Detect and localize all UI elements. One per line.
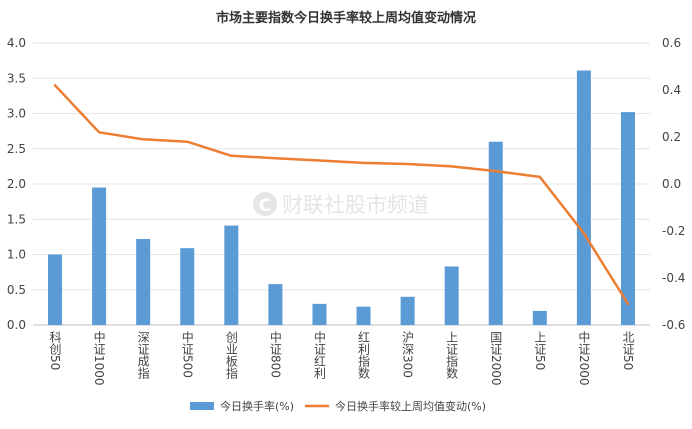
x-category-label: 中证2000 [577, 330, 591, 386]
bar [532, 310, 547, 325]
watermark-text: 财联社股市频道 [282, 193, 429, 217]
y-left-tick-label: 1.5 [7, 212, 26, 226]
line-path [53, 84, 630, 306]
x-category-label: 上证50 [533, 331, 547, 371]
x-category-label: 科创50 [48, 331, 62, 371]
y-axis-left: 0.0 0.5 1.0 1.5 2.0 2.5 3.0 3.5 4.0 [7, 36, 26, 332]
x-category-label: 深证成指 [136, 331, 150, 380]
y-right-tick-label: 0.0 [662, 177, 681, 191]
y-left-tick-label: 2.5 [7, 142, 26, 156]
legend-label-line: 今日换手率较上周均值变动(%) [335, 399, 486, 413]
x-category-label: 中证500 [180, 330, 194, 378]
y-right-tick-label: 0.6 [662, 36, 681, 50]
bar [48, 254, 63, 325]
y-right-tick-label: -0.6 [662, 318, 685, 332]
watermark: C 财联社股市频道 [253, 192, 429, 217]
y-right-tick-label: 0.4 [662, 83, 681, 97]
x-category-label: 红利指数 [357, 330, 371, 380]
bar [136, 238, 151, 325]
bar [488, 141, 503, 325]
x-category-label: 上证指数 [445, 331, 459, 380]
legend-swatch-bar [190, 402, 214, 410]
watermark-logo-letter: C [259, 196, 271, 216]
x-category-label: 中证800 [268, 330, 282, 378]
x-axis-categories: 科创50 中证1000 深证成指 中证500 创业板指 中证800 中证红利 红利指数 沪深30… [48, 330, 635, 386]
y-left-tick-label: 4.0 [7, 36, 26, 50]
y-left-tick-label: 2.0 [7, 177, 26, 191]
bar [444, 266, 459, 325]
y-left-tick-label: 3.0 [7, 107, 26, 121]
bar-series [48, 70, 635, 326]
watermark-logo-icon [253, 192, 277, 216]
x-category-label: 创业板指 [224, 331, 238, 380]
bar [400, 296, 415, 325]
x-category-label: 国证2000 [489, 331, 503, 386]
y-left-tick-label: 0.0 [7, 318, 26, 332]
x-category-label: 沪深300 [401, 331, 415, 378]
bar [180, 248, 195, 325]
bar [576, 70, 591, 326]
legend-label-bar: 今日换手率(%) [220, 399, 294, 413]
grid [33, 42, 650, 326]
chart-title: 市场主要指数今日换手率较上周均值变动情况 [216, 10, 476, 26]
line-series [53, 84, 630, 306]
bar [312, 303, 327, 325]
y-right-tick-label: -0.2 [662, 224, 685, 238]
y-left-tick-label: 0.5 [7, 283, 26, 297]
x-category-label: 中证1000 [92, 330, 106, 386]
bar [224, 225, 239, 325]
x-category-label: 中证红利 [312, 330, 326, 379]
bar [620, 112, 635, 325]
y-left-tick-label: 1.0 [7, 248, 26, 262]
bar [92, 187, 107, 325]
y-axis-right: -0.6 -0.4 -0.2 0.0 0.2 0.4 0.6 [662, 36, 685, 332]
x-category-label: 北证50 [621, 331, 635, 371]
legend: 今日换手率(%) 今日换手率较上周均值变动(%) [190, 399, 486, 413]
bar [356, 306, 371, 325]
bar [268, 284, 283, 325]
y-right-tick-label: -0.4 [662, 271, 685, 285]
y-left-tick-label: 3.5 [7, 71, 26, 85]
y-right-tick-label: 0.2 [662, 130, 681, 144]
